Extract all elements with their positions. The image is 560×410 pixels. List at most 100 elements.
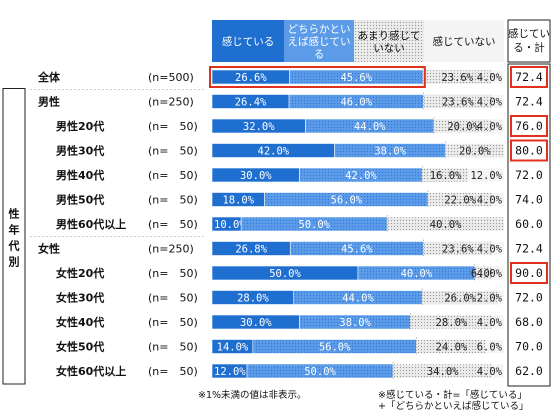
bar-value-label-4: 6.0% — [477, 342, 503, 354]
bar-value-label-2: 46.0% — [340, 97, 372, 109]
legend-header-3 — [354, 20, 424, 62]
bar-value-label-3: 24.0% — [436, 342, 468, 354]
row-label: 男性 — [38, 95, 60, 109]
legend-label-3-line-2: いない — [373, 42, 405, 54]
legend-label-2-line-3: る — [314, 49, 325, 61]
bar-value-label-1: 42.0% — [258, 146, 290, 158]
legend-label-2-line-2: えば感じてい — [288, 35, 351, 48]
row-label: 男性40代 — [56, 168, 104, 182]
bar-value-label-4: 4.0% — [477, 244, 503, 256]
bar-segment-4 — [492, 192, 505, 207]
row-n-label: (n= 50) — [148, 145, 198, 158]
row-n-label: (n= 50) — [148, 120, 198, 133]
row-label: 男性50代 — [56, 193, 104, 207]
bar-row-11: 女性40代 (n= 50) 30.0% 38.0% 28.0% 4.0% 68.0 — [56, 313, 543, 331]
total-header-box — [507, 19, 551, 63]
bar-value-label-1: 28.0% — [237, 293, 269, 305]
bar-value-label-4: 4.0% — [477, 195, 503, 207]
total-header-line-2: る・計 — [513, 41, 545, 54]
bar-value-label-4: 2.0% — [477, 293, 503, 305]
bar-value-label-2: 45.6% — [340, 72, 372, 84]
legend-label-3-line-1: あまり感じて — [358, 29, 421, 42]
row-label: 女性20代 — [56, 266, 104, 280]
row-n-label: (n= 50) — [148, 267, 198, 280]
total-value: 70.0 — [515, 340, 543, 354]
bar-value-label-4: 4.0% — [477, 72, 503, 84]
total-value: 72.4 — [515, 242, 543, 256]
bar-segment-4 — [492, 94, 505, 109]
bar-value-label-3: 23.6% — [441, 72, 473, 84]
group-label-box — [2, 88, 26, 385]
bar-value-label-4: 4.0% — [477, 366, 503, 378]
row-n-label: (n=500) — [148, 71, 194, 84]
bar-segment-4 — [492, 363, 505, 379]
bar-row-1: 全体 (n=500) 26.6% 45.6% 23.6% 4.0% 72.4 — [37, 68, 543, 86]
bar-value-label-1: 30.0% — [240, 170, 272, 182]
bar-value-label-2: 56.0% — [319, 342, 351, 354]
bar-value-label-4: 4.0% — [477, 121, 503, 133]
row-label: 男性60代以上 — [56, 217, 126, 231]
group-label-char-3: 代 — [8, 238, 20, 252]
row-label: 女性40代 — [56, 315, 104, 329]
total-value: 62.0 — [515, 364, 543, 378]
bar-value-label-2: 42.0% — [345, 170, 377, 182]
row-label: 女性60代以上 — [56, 364, 126, 378]
footnote-1: ※1%未満の値は非表示。 — [198, 389, 307, 401]
total-value: 72.4 — [515, 95, 543, 109]
bar-value-label-3: 23.6% — [442, 244, 474, 256]
legend-header-4 — [424, 20, 504, 62]
row-n-label: (n= 50) — [148, 341, 198, 354]
bar-value-label-1: 30.0% — [240, 317, 272, 329]
bar-row-4: 男性30代 (n= 50) 42.0% 38.0% 20.0% 80.0 — [56, 141, 543, 160]
bar-value-label-2: 44.0% — [354, 121, 386, 133]
bar-value-label-3: 23.6% — [442, 97, 474, 109]
total-value: 60.0 — [515, 217, 543, 231]
total-value: 68.0 — [515, 315, 543, 329]
row-label: 男性20代 — [56, 119, 104, 133]
row-n-label: (n=250) — [148, 243, 194, 256]
bar-value-label-4: 4.0% — [477, 97, 503, 109]
total-column-frame — [507, 63, 551, 387]
bar-value-label-2: 50.0% — [298, 219, 330, 231]
bar-value-label-2: 56.0% — [331, 195, 363, 207]
footnote-3: +「どちらかといえば感じている」 — [378, 400, 528, 410]
bar-row-5: 男性40代 (n= 50) 30.0% 42.0% 16.0% 12.0% 72.0 — [56, 166, 543, 184]
bar-value-label-1: 26.6% — [235, 72, 267, 84]
total-value: 76.0 — [515, 119, 543, 133]
row-n-label: (n= 50) — [148, 292, 198, 305]
row-label: 女性50代 — [56, 340, 104, 354]
bar-row-6: 男性50代 (n= 50) 18.0% 56.0% 22.0% 4.0% 74.0 — [56, 190, 543, 209]
bar-row-3: 男性20代 (n= 50) 32.0% 44.0% 20.0%4.0% 76.0 — [56, 117, 543, 135]
total-value: 80.0 — [515, 144, 543, 158]
bar-row-12: 女性50代 (n= 50) 14.0% 56.0% 24.0% 6.0% 70.0 — [56, 337, 543, 356]
bar-value-label-2: 38.0% — [339, 317, 371, 329]
total-highlight-box — [510, 262, 548, 284]
bar-row-13: 女性60代以上 (n= 50) 12.0% 50.0% 34.0% 4.0% 62.0 — [56, 362, 543, 380]
bar-value-label-2: 45.6% — [341, 244, 373, 256]
bar-value-label-2: 40.0% — [401, 268, 433, 280]
bar-value-label-4: 4.0% — [477, 317, 503, 329]
legend-header-2 — [284, 20, 354, 62]
bar-value-label-3: 6.0% — [471, 268, 497, 280]
group-label-char-2: 年 — [9, 222, 20, 236]
bar-segment-4 — [491, 69, 504, 85]
total-value: 72.4 — [515, 70, 543, 84]
bar-row-2: 男性 (n=250) 26.4% 46.0% 23.6% 4.0% 72.4 — [38, 92, 543, 111]
bar-value-label-1: 14.0% — [217, 342, 249, 354]
bar-segment-4 — [492, 241, 505, 256]
legend-header-1 — [212, 20, 284, 62]
bar-value-label-1: 50.0% — [269, 268, 301, 280]
bar-segment-4 — [486, 339, 505, 354]
bar-value-label-1: 18.0% — [222, 195, 254, 207]
bar-value-label-1: 26.8% — [235, 244, 267, 256]
total-header-line-1: 感じてい — [508, 27, 550, 40]
bar-value-label-2: 50.0% — [304, 366, 336, 378]
footnote-2: ※感じている・計=「感じている」 — [378, 389, 527, 401]
bar-row-8: 女性 (n=250) 26.8% 45.6% 23.6% 4.0% 72.4 — [38, 239, 543, 258]
total-highlight-box — [510, 115, 548, 137]
bar-value-label-2: 38.0% — [374, 146, 406, 158]
legend-label-1-line-1: 感じている — [222, 35, 275, 48]
total-value: 72.0 — [515, 168, 543, 182]
bar-value-label-2: 44.0% — [342, 293, 374, 305]
